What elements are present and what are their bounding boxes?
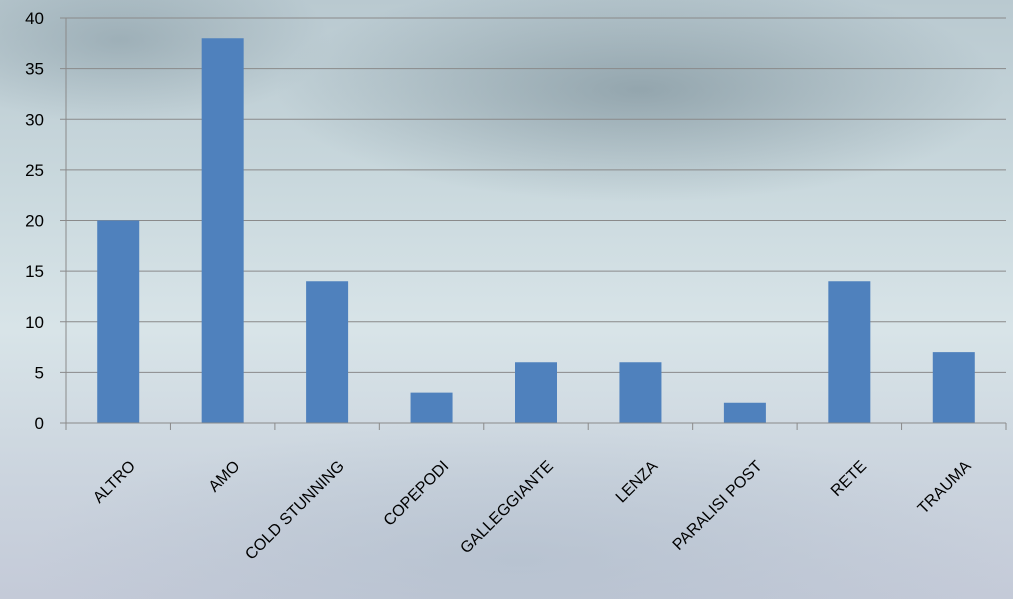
y-tick-label: 10 bbox=[25, 313, 44, 332]
x-tick-label: COLD STUNNING bbox=[242, 458, 348, 564]
bar bbox=[97, 220, 140, 423]
x-tick-label: PARALISI POST bbox=[670, 458, 766, 554]
x-tick-label: LENZA bbox=[613, 458, 662, 507]
bar bbox=[828, 281, 871, 423]
y-tick-label: 30 bbox=[25, 110, 44, 129]
bar bbox=[723, 402, 766, 423]
x-tick-label: RETE bbox=[828, 458, 870, 500]
axes bbox=[60, 17, 1007, 430]
y-tick-label: 15 bbox=[25, 262, 44, 281]
bar bbox=[515, 362, 557, 423]
x-tick-label: COPEPODI bbox=[381, 458, 453, 530]
y-tick-label: 20 bbox=[25, 212, 44, 231]
x-tick-label: GALLEGGIANTE bbox=[457, 458, 556, 557]
x-tick-label: AMO bbox=[206, 458, 244, 496]
y-tick-label: 0 bbox=[35, 414, 44, 433]
y-tick-label: 35 bbox=[25, 60, 44, 79]
bar bbox=[201, 38, 244, 423]
y-tick-label: 25 bbox=[25, 161, 44, 180]
y-axis-tick-labels: 0 5 10 15 20 25 30 35 40 bbox=[25, 9, 44, 433]
x-tick-label: ALTRO bbox=[90, 458, 139, 507]
x-tick-label: TRAUMA bbox=[915, 458, 975, 518]
bars bbox=[97, 38, 975, 423]
bar bbox=[410, 392, 453, 423]
bar bbox=[619, 362, 662, 423]
y-tick-label: 40 bbox=[25, 9, 44, 28]
bar bbox=[306, 281, 349, 423]
y-tick-label: 5 bbox=[35, 363, 44, 382]
bar bbox=[932, 352, 975, 423]
